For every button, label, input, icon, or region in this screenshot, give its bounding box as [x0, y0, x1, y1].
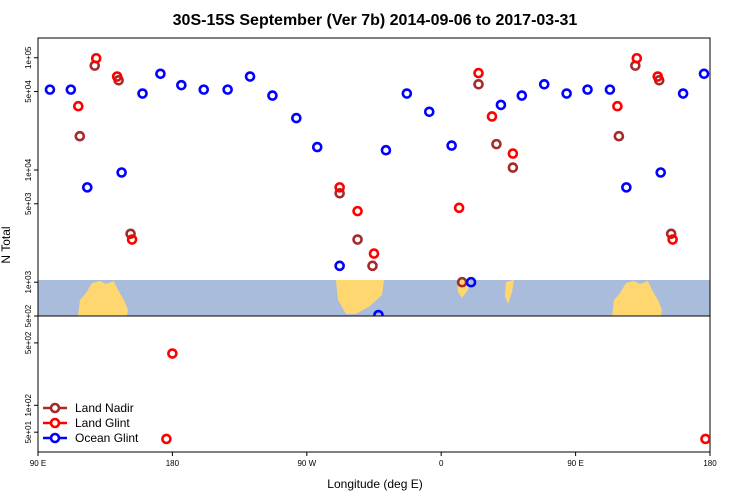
land-glint-point: [486, 111, 498, 122]
land-glint-point: [368, 248, 380, 259]
land-glint-point: [453, 202, 465, 214]
ocean-glint-point: [582, 84, 593, 95]
ocean-glint-point: [380, 144, 392, 156]
ocean-glint-point: [311, 141, 323, 153]
upper-y-tick-label: 1e+03: [24, 270, 33, 293]
ocean-glint-point: [655, 167, 667, 178]
legend-label-ocean-glint: Ocean Glint: [75, 431, 139, 445]
land-glint-point: [126, 234, 138, 245]
legend-label-land-nadir: Land Nadir: [75, 401, 134, 415]
lower-y-axis: 5e+01 1e+02 5e+02: [24, 331, 38, 443]
ocean-glint-point: [65, 84, 77, 95]
map-landmass-southern-africa: [336, 280, 384, 314]
lower-panel-frame: [37, 315, 711, 453]
x-tick-label: 180: [703, 459, 717, 468]
ocean-glint-point: [116, 167, 127, 178]
land-glint-point: [167, 348, 178, 359]
land-glint-point: [473, 67, 484, 79]
ocean-glint-point: [446, 140, 457, 151]
world-map-background: [38, 280, 710, 316]
ocean-glint-point: [538, 79, 550, 90]
land-glint-point: [700, 433, 710, 445]
land-nadir-point: [352, 234, 363, 245]
legend-marker-ocean-glint: [49, 432, 61, 444]
land-glint-point: [612, 100, 623, 112]
lower-y-tick-label: 5e+01: [24, 420, 33, 443]
upper-y-tick-label: 5e+03: [24, 192, 33, 215]
ocean-glint-point: [561, 88, 572, 99]
upper-y-tick-label: 5e+04: [24, 80, 33, 103]
x-tick-label: 90 E: [30, 459, 46, 468]
upper-y-tick-label: 1e+04: [24, 158, 33, 181]
land-nadir-point: [367, 260, 378, 272]
land-glint-point: [507, 148, 519, 159]
legend-marker-land-glint: [49, 417, 61, 429]
ocean-glint-point: [137, 88, 148, 99]
x-tick-label: 90 W: [297, 459, 316, 468]
land-glint-point: [652, 71, 664, 82]
ocean-glint-point: [604, 84, 616, 95]
legend-marker-land-nadir: [49, 402, 61, 414]
land-glint-point: [111, 71, 123, 82]
ocean-glint-point: [198, 84, 210, 95]
ocean-glint-point: [291, 112, 302, 124]
ocean-glint-point: [516, 90, 528, 101]
ocean-glint-point: [176, 79, 187, 91]
ocean-glint-point: [423, 106, 435, 118]
ocean-glint-point: [222, 84, 233, 95]
ocean-glint-point: [621, 182, 632, 193]
land-nadir-point: [473, 79, 484, 90]
map-landmass-australia-left: [78, 281, 128, 316]
lower-y-tick-label: 5e+02: [24, 331, 33, 354]
land-glint-point: [631, 52, 643, 64]
lower-y-tick-label: 1e+02: [24, 394, 33, 417]
land-glint-point: [161, 433, 172, 445]
land-glint-point: [667, 234, 678, 245]
ocean-glint-point: [495, 99, 507, 111]
chart-title: 30S-15S September (Ver 7b) 2014-09-06 to…: [173, 12, 578, 29]
x-axis-label: Longitude (deg E): [327, 477, 422, 491]
ocean-glint-point: [698, 68, 710, 80]
ocean-glint-point: [401, 88, 413, 99]
land-glint-point: [352, 205, 363, 217]
land-nadir-point: [507, 162, 519, 173]
ocean-glint-point: [677, 88, 689, 99]
ocean-glint-point: [44, 84, 56, 95]
upper-y-tick-label: 5e+02: [24, 304, 33, 327]
x-tick-label: 90 E: [567, 459, 583, 468]
upper-y-tick-label: 1e+05: [24, 46, 33, 69]
x-tick-label: 180: [166, 459, 180, 468]
y-axis-label: N Total: [0, 226, 13, 263]
upper-y-axis: 5e+02 1e+03 5e+03 1e+04 5e+04 1e+05: [24, 46, 38, 327]
ocean-glint-point: [334, 260, 345, 272]
upper-panel-points: [44, 52, 710, 316]
lower-panel-points: [161, 348, 710, 445]
ocean-glint-point: [155, 68, 166, 80]
land-nadir-point: [665, 228, 677, 240]
land-nadir-point: [334, 187, 345, 199]
land-nadir-point: [613, 130, 625, 142]
x-tick-label: 0: [439, 459, 444, 468]
ocean-glint-point: [267, 90, 278, 101]
ocean-glint-point: [465, 276, 477, 288]
land-glint-point: [73, 100, 84, 112]
land-glint-point: [90, 52, 102, 64]
ocean-glint-point: [81, 182, 93, 193]
land-glint-point: [334, 182, 345, 193]
x-axis: 90 E 180 90 W 0 90 E 180: [30, 452, 717, 468]
upper-panel-frame: [37, 37, 711, 317]
legend-label-land-glint: Land Glint: [75, 416, 130, 430]
map-landmass-south-america-east: [505, 280, 514, 304]
land-nadir-point: [125, 228, 136, 240]
map-landmass-australia-right: [612, 281, 662, 316]
land-nadir-point: [74, 130, 86, 142]
ocean-glint-point: [244, 71, 256, 82]
land-nadir-point: [491, 138, 502, 150]
ocean-glint-point: [373, 309, 384, 316]
